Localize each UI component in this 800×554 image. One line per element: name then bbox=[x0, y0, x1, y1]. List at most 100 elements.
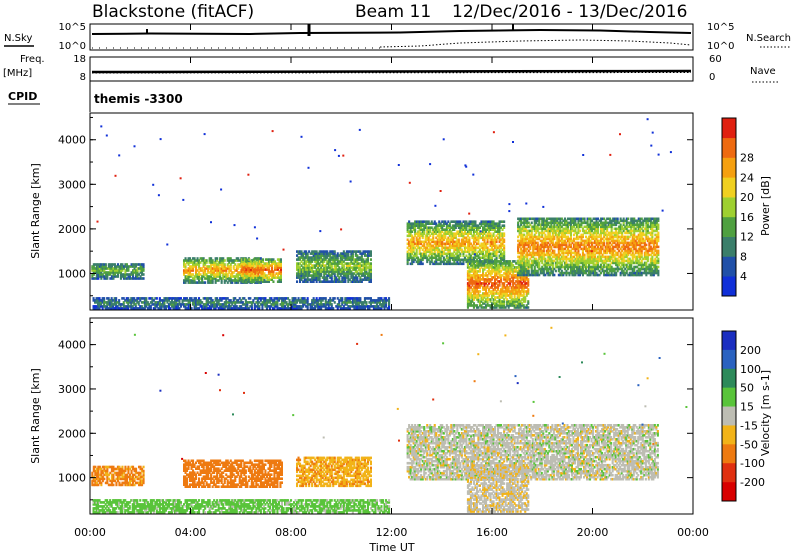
power-cell bbox=[113, 265, 116, 268]
power-cell bbox=[424, 250, 427, 254]
power-cell bbox=[462, 234, 465, 238]
power-cell bbox=[622, 239, 625, 243]
power-cell bbox=[474, 238, 477, 242]
power-cell bbox=[538, 273, 541, 277]
power-cell bbox=[441, 254, 444, 258]
power-cell bbox=[360, 268, 363, 271]
power-cell bbox=[518, 245, 521, 249]
power-cell bbox=[225, 271, 228, 274]
power-cell bbox=[604, 259, 607, 263]
power-cell bbox=[424, 234, 427, 238]
power-cell bbox=[604, 219, 607, 223]
power-cell bbox=[338, 280, 341, 283]
power-cell bbox=[251, 264, 254, 267]
power-cell bbox=[272, 262, 275, 265]
power-cell bbox=[471, 250, 474, 254]
power-cell bbox=[128, 275, 131, 278]
power-cell bbox=[535, 269, 538, 273]
power-cell bbox=[494, 244, 497, 248]
power-cell bbox=[498, 272, 501, 275]
power-cell bbox=[424, 220, 427, 223]
power-cell bbox=[507, 290, 510, 293]
power-cell bbox=[525, 276, 528, 279]
power-cell bbox=[613, 273, 616, 277]
power-cell bbox=[201, 281, 204, 284]
power-cell bbox=[560, 273, 563, 277]
power-cell bbox=[465, 258, 468, 262]
power-cell bbox=[472, 238, 475, 242]
power-cell bbox=[542, 245, 545, 249]
power-cell bbox=[578, 223, 581, 227]
power-cell bbox=[545, 237, 548, 241]
power-cell bbox=[448, 252, 451, 256]
power-cell bbox=[495, 282, 498, 285]
power-cell bbox=[223, 265, 226, 268]
power-cell bbox=[332, 256, 335, 259]
power-cell bbox=[492, 240, 495, 244]
power-cell bbox=[520, 233, 523, 237]
power-cell bbox=[315, 268, 318, 271]
power-cell bbox=[492, 244, 495, 248]
power-cell bbox=[463, 250, 466, 254]
power-cell bbox=[625, 225, 628, 229]
power-cell bbox=[329, 270, 332, 273]
power-cell bbox=[615, 239, 618, 243]
power-cell bbox=[574, 257, 577, 261]
power-cell bbox=[494, 268, 497, 271]
power-cell bbox=[577, 247, 580, 251]
power-cell bbox=[565, 241, 568, 245]
power-cell bbox=[527, 229, 530, 233]
power-cell bbox=[483, 300, 486, 303]
power-cell bbox=[317, 272, 320, 275]
power-cell bbox=[603, 223, 606, 227]
power-cell bbox=[524, 273, 527, 277]
power-cell bbox=[619, 235, 622, 239]
power-cell bbox=[309, 256, 312, 259]
power-cell bbox=[494, 272, 497, 275]
power-cell bbox=[427, 248, 430, 252]
power-cell bbox=[189, 275, 192, 278]
power-cell bbox=[193, 265, 196, 268]
power-cell bbox=[557, 257, 560, 261]
power-cell bbox=[565, 237, 568, 241]
power-cell bbox=[489, 270, 492, 273]
power-cell bbox=[94, 269, 97, 272]
power-cell bbox=[104, 265, 107, 268]
power-cell bbox=[606, 225, 609, 229]
power-cell bbox=[553, 273, 556, 277]
power-cell bbox=[583, 271, 586, 275]
power-cell bbox=[442, 224, 445, 227]
power-cell bbox=[195, 259, 198, 262]
power-cell bbox=[613, 267, 616, 271]
power-cell bbox=[553, 231, 556, 235]
power-cell bbox=[547, 233, 550, 237]
power-cell bbox=[583, 229, 586, 233]
power-cell bbox=[249, 264, 252, 267]
power-cell bbox=[532, 271, 535, 275]
power-cell bbox=[509, 282, 512, 285]
power-cell bbox=[229, 275, 232, 278]
power-cell bbox=[421, 252, 424, 256]
power-cell bbox=[447, 236, 450, 240]
power-cell bbox=[498, 266, 501, 269]
power-cell bbox=[553, 243, 556, 247]
power-cell bbox=[572, 273, 575, 277]
power-echo-region-3 bbox=[296, 250, 372, 283]
power-cell bbox=[501, 274, 504, 277]
power-cell bbox=[439, 232, 442, 235]
power-cell bbox=[115, 269, 118, 272]
power-cell bbox=[450, 220, 453, 223]
power-cell bbox=[451, 244, 454, 248]
power-cell bbox=[619, 237, 622, 241]
power-cell bbox=[300, 276, 303, 279]
power-cell bbox=[196, 275, 199, 278]
power-cell bbox=[409, 228, 412, 231]
power-cell bbox=[559, 245, 562, 249]
power-cell bbox=[483, 226, 486, 229]
power-cell bbox=[468, 236, 471, 240]
power-cell bbox=[453, 234, 456, 238]
power-cell bbox=[539, 245, 542, 249]
power-cell bbox=[198, 271, 201, 274]
power-cell bbox=[332, 262, 335, 265]
power-cell bbox=[362, 252, 365, 255]
